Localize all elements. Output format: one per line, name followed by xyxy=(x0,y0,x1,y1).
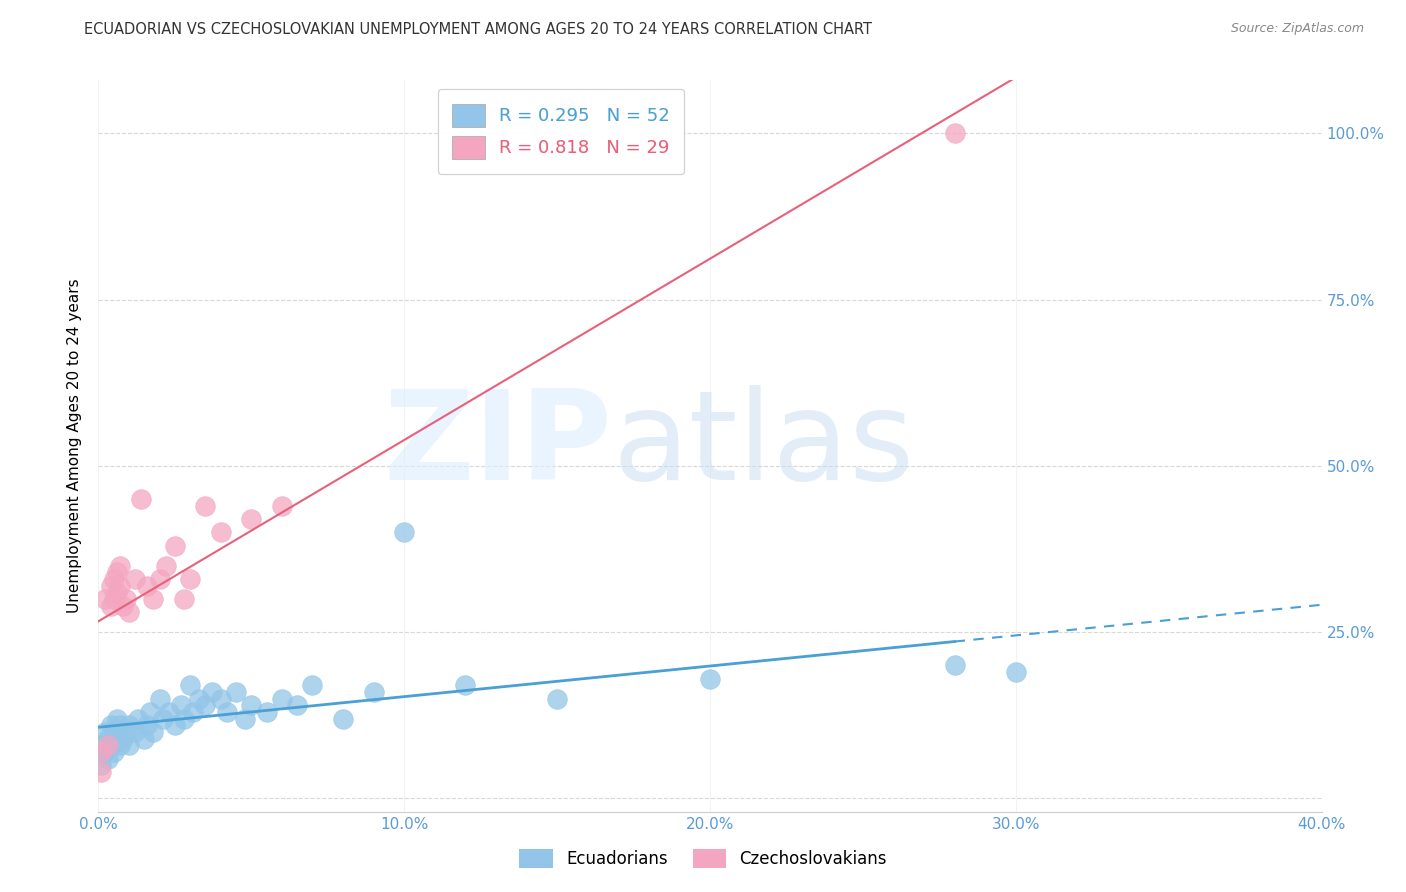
Point xyxy=(142,591,165,606)
Point xyxy=(124,572,146,586)
Legend: R = 0.295   N = 52, R = 0.818   N = 29: R = 0.295 N = 52, R = 0.818 N = 29 xyxy=(437,89,685,174)
Point xyxy=(363,685,385,699)
Point xyxy=(103,745,125,759)
Point xyxy=(188,691,211,706)
Point xyxy=(233,712,256,726)
Point xyxy=(100,718,122,732)
Point xyxy=(209,525,232,540)
Text: Source: ZipAtlas.com: Source: ZipAtlas.com xyxy=(1230,22,1364,36)
Point xyxy=(90,764,112,779)
Point xyxy=(209,691,232,706)
Point xyxy=(100,579,122,593)
Point xyxy=(129,492,152,507)
Y-axis label: Unemployment Among Ages 20 to 24 years: Unemployment Among Ages 20 to 24 years xyxy=(67,278,83,614)
Point xyxy=(127,712,149,726)
Point xyxy=(943,127,966,141)
Point xyxy=(115,591,138,606)
Point xyxy=(152,712,174,726)
Point xyxy=(108,558,131,573)
Point xyxy=(240,512,263,526)
Point xyxy=(256,705,278,719)
Point xyxy=(454,678,477,692)
Point xyxy=(93,591,115,606)
Point xyxy=(93,745,115,759)
Point xyxy=(105,566,128,580)
Point xyxy=(134,731,156,746)
Point xyxy=(111,731,134,746)
Point xyxy=(173,591,195,606)
Point xyxy=(108,738,131,752)
Point xyxy=(392,525,416,540)
Point xyxy=(270,499,292,513)
Point xyxy=(157,705,180,719)
Point xyxy=(699,672,721,686)
Point xyxy=(142,725,165,739)
Point xyxy=(111,599,134,613)
Point xyxy=(115,725,138,739)
Point xyxy=(173,712,195,726)
Point xyxy=(179,678,201,692)
Text: atlas: atlas xyxy=(612,385,914,507)
Point xyxy=(546,691,568,706)
Point xyxy=(103,591,125,606)
Point xyxy=(1004,665,1026,679)
Point xyxy=(285,698,308,713)
Point xyxy=(200,685,222,699)
Point xyxy=(240,698,263,713)
Point xyxy=(225,685,247,699)
Point xyxy=(332,712,354,726)
Point xyxy=(118,605,141,619)
Point xyxy=(301,678,323,692)
Point xyxy=(97,738,120,752)
Point xyxy=(139,705,162,719)
Point xyxy=(97,751,120,765)
Point xyxy=(155,558,177,573)
Point xyxy=(136,718,159,732)
Point xyxy=(105,585,128,599)
Point xyxy=(90,738,112,752)
Point xyxy=(103,725,125,739)
Point xyxy=(149,572,172,586)
Point xyxy=(90,758,112,772)
Point xyxy=(103,572,125,586)
Point xyxy=(105,712,128,726)
Point xyxy=(170,698,193,713)
Point xyxy=(118,738,141,752)
Point xyxy=(97,731,120,746)
Point xyxy=(215,705,238,719)
Point xyxy=(100,599,122,613)
Point xyxy=(270,691,292,706)
Point xyxy=(90,745,112,759)
Point xyxy=(149,691,172,706)
Point xyxy=(118,718,141,732)
Point xyxy=(943,658,966,673)
Point xyxy=(136,579,159,593)
Text: ZIP: ZIP xyxy=(384,385,612,507)
Point xyxy=(179,572,201,586)
Point xyxy=(93,725,115,739)
Point xyxy=(100,738,122,752)
Point xyxy=(163,539,186,553)
Point xyxy=(124,725,146,739)
Point xyxy=(163,718,186,732)
Point xyxy=(105,731,128,746)
Legend: Ecuadorians, Czechoslovakians: Ecuadorians, Czechoslovakians xyxy=(513,842,893,875)
Point xyxy=(194,499,217,513)
Point xyxy=(108,718,131,732)
Point xyxy=(194,698,217,713)
Point xyxy=(181,705,204,719)
Point xyxy=(108,579,131,593)
Text: ECUADORIAN VS CZECHOSLOVAKIAN UNEMPLOYMENT AMONG AGES 20 TO 24 YEARS CORRELATION: ECUADORIAN VS CZECHOSLOVAKIAN UNEMPLOYME… xyxy=(84,22,872,37)
